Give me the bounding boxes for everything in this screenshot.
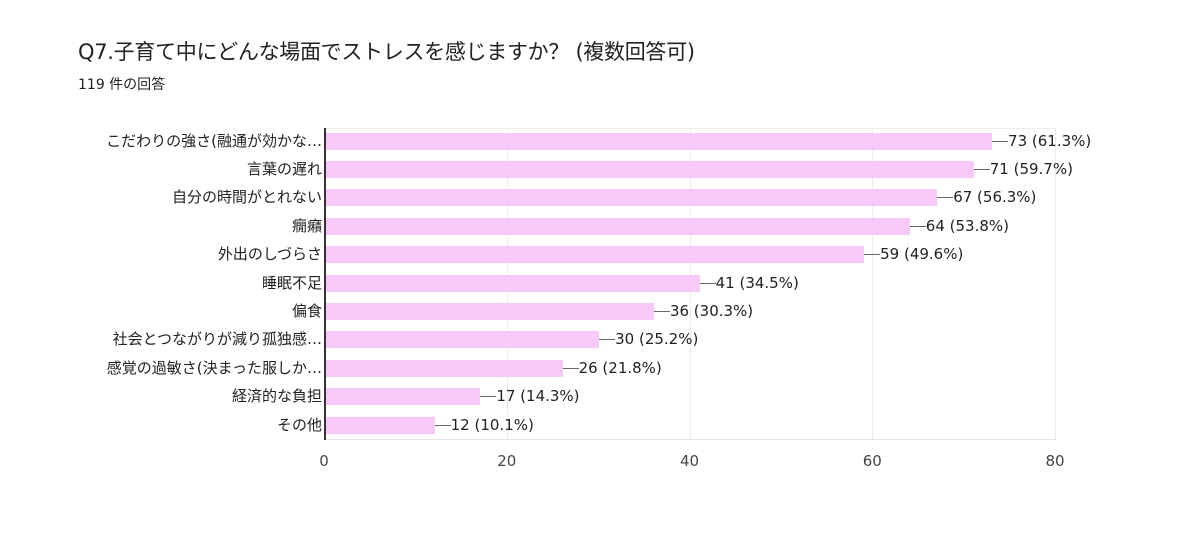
gridline bbox=[872, 128, 874, 440]
bar[interactable] bbox=[325, 274, 700, 292]
bar-row: 30 (25.2%) bbox=[324, 330, 1055, 349]
category-label: 感覚の過敏さ(決まった服しか… bbox=[106, 358, 322, 377]
bar[interactable] bbox=[325, 160, 974, 178]
bar[interactable] bbox=[325, 359, 563, 377]
x-tick-label: 0 bbox=[319, 452, 329, 470]
bar[interactable] bbox=[325, 246, 865, 264]
gridline bbox=[1055, 128, 1056, 440]
label-leader-line bbox=[937, 197, 954, 199]
data-label: 12 (10.1%) bbox=[450, 415, 534, 434]
data-label: 71 (59.7%) bbox=[989, 159, 1073, 178]
category-label: 言葉の遅れ bbox=[246, 159, 322, 178]
bar[interactable] bbox=[325, 331, 600, 349]
category-label: こだわりの強さ(融通が効かな… bbox=[106, 131, 322, 150]
plot-area: 73 (61.3%) 71 (59.7%) 67 (56.3%) 64 (53.8%)… bbox=[324, 128, 1091, 440]
category-label: 社会とつながりが減り孤独感… bbox=[112, 330, 322, 349]
label-leader-line bbox=[562, 367, 579, 369]
bar[interactable] bbox=[325, 302, 654, 320]
label-leader-line bbox=[599, 339, 616, 341]
label-leader-line bbox=[973, 168, 990, 170]
category-label: 外出のしづらさ bbox=[217, 245, 322, 264]
category-label: 睡眠不足 bbox=[261, 273, 322, 292]
bar-row: 64 (53.8%) bbox=[324, 216, 1055, 235]
bar-row: 59 (49.6%) bbox=[324, 245, 1055, 264]
data-label: 36 (30.3%) bbox=[669, 301, 754, 320]
bar-row: 71 (59.7%) bbox=[324, 160, 1073, 178]
bar[interactable] bbox=[325, 189, 938, 207]
label-leader-line bbox=[864, 254, 881, 256]
bar-row: 41 (34.5%) bbox=[324, 273, 1055, 292]
data-label: 26 (21.8%) bbox=[578, 358, 662, 377]
bar-row: 36 (30.3%) bbox=[324, 301, 1055, 320]
x-tick-label: 40 bbox=[679, 452, 700, 470]
x-tick-label: 60 bbox=[862, 452, 882, 470]
label-leader-line bbox=[909, 225, 926, 227]
chart-title: Q7.子育て中にどんな場面でストレスを感じますか？ (複数回答可) bbox=[78, 40, 695, 64]
x-tick-label: 20 bbox=[497, 452, 517, 470]
category-label: 癇癪 bbox=[291, 216, 322, 235]
data-label: 41 (34.5%) bbox=[715, 273, 799, 292]
category-label: 経済的な負担 bbox=[231, 387, 322, 406]
category-label: 偏食 bbox=[291, 301, 322, 320]
data-label: 17 (14.3%) bbox=[496, 387, 580, 406]
y-axis-line bbox=[324, 128, 326, 440]
label-leader-line bbox=[992, 140, 1009, 142]
x-tick-label: 80 bbox=[1045, 452, 1065, 470]
response-count: 119 件の回答 bbox=[78, 77, 166, 93]
data-label: 67 (56.3%) bbox=[953, 188, 1037, 207]
bar-row: 12 (10.1%) bbox=[324, 415, 1055, 434]
bar[interactable] bbox=[325, 217, 910, 235]
bar[interactable] bbox=[325, 388, 481, 406]
bar[interactable] bbox=[325, 416, 435, 434]
bar-row: 67 (56.3%) bbox=[324, 188, 1055, 207]
data-label: 30 (25.2%) bbox=[615, 330, 699, 349]
label-leader-line bbox=[434, 424, 451, 426]
label-leader-line bbox=[699, 282, 716, 284]
bar[interactable] bbox=[325, 132, 993, 150]
data-label: 64 (53.8%) bbox=[925, 216, 1010, 235]
label-leader-line bbox=[480, 396, 497, 398]
label-leader-line bbox=[653, 310, 670, 312]
category-label: 自分の時間がとれない bbox=[171, 188, 322, 207]
data-label: 59 (49.6%) bbox=[880, 245, 964, 264]
bar-row: 73 (61.3%) bbox=[324, 132, 1091, 150]
data-label: 73 (61.3%) bbox=[1008, 131, 1092, 150]
bar-row: 26 (21.8%) bbox=[324, 358, 1055, 377]
bar-row: 17 (14.3%) bbox=[324, 387, 1055, 406]
category-label: その他 bbox=[276, 415, 322, 434]
